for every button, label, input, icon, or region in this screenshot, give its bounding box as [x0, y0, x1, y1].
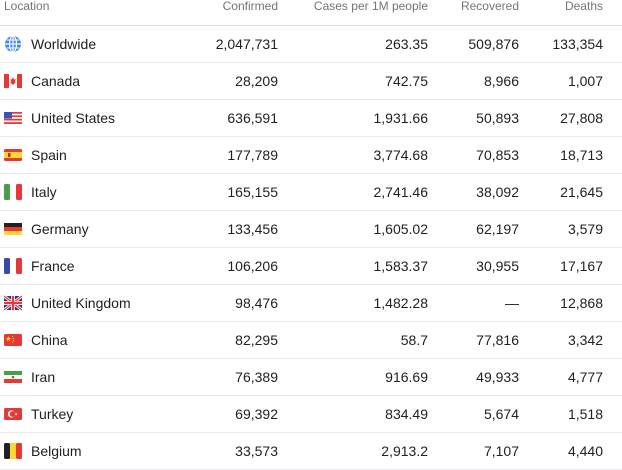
table-row[interactable]: Worldwide 2,047,731 263.35 509,876 133,3… [0, 26, 622, 63]
recovered-value: 70,853 [476, 147, 519, 163]
confirmed-value: 106,206 [227, 258, 278, 274]
cases-per-1m-value: 1,605.02 [373, 221, 429, 237]
deaths-value: 3,579 [567, 221, 603, 237]
location-name: Germany [31, 221, 89, 237]
flag-canada-icon [4, 72, 22, 90]
location-name: France [31, 258, 75, 274]
recovered-value: 50,893 [476, 110, 519, 126]
confirmed-value: 33,573 [235, 443, 278, 459]
deaths-value: 133,354 [552, 36, 603, 52]
deaths-value: 27,808 [560, 110, 603, 126]
recovered-value: — [505, 295, 519, 311]
confirmed-value: 98,476 [235, 295, 278, 311]
flag-france-icon [4, 257, 22, 275]
header-location[interactable]: Location [4, 0, 50, 13]
deaths-value: 1,007 [567, 73, 603, 89]
confirmed-value: 177,789 [227, 147, 278, 163]
table-row[interactable]: Italy 165,155 2,741.46 38,092 21,645 [0, 174, 622, 211]
deaths-value: 3,342 [567, 332, 603, 348]
cases-per-1m-value: 2,741.46 [373, 184, 429, 200]
deaths-value: 18,713 [560, 147, 603, 163]
flag-turkey-icon [4, 405, 22, 423]
table-row[interactable]: Belgium 33,573 2,913.2 7,107 4,440 [0, 433, 622, 470]
recovered-value: 5,674 [483, 406, 519, 422]
flag-belgium-icon [4, 442, 22, 460]
location-name: Worldwide [31, 36, 97, 52]
recovered-value: 38,092 [476, 184, 519, 200]
deaths-value: 4,777 [567, 369, 603, 385]
table-row[interactable]: United Kingdom 98,476 1,482.28 — 12,868 [0, 285, 622, 322]
confirmed-value: 636,591 [227, 110, 278, 126]
flag-united-kingdom-icon [4, 294, 22, 312]
globe-icon [4, 35, 22, 53]
location-name: United Kingdom [31, 295, 131, 311]
header-cases-per-1m[interactable]: Cases per 1M people [313, 0, 428, 13]
deaths-value: 12,868 [560, 295, 603, 311]
location-name: Turkey [31, 406, 74, 422]
cases-per-1m-value: 2,913.2 [381, 443, 428, 459]
confirmed-value: 28,209 [235, 73, 278, 89]
cases-per-1m-value: 1,931.66 [373, 110, 429, 126]
cases-per-1m-value: 58.7 [400, 332, 428, 348]
table-row[interactable]: United States 636,591 1,931.66 50,893 27… [0, 100, 622, 137]
header-recovered[interactable]: Recovered [460, 0, 519, 13]
location-name: Canada [31, 73, 81, 89]
deaths-value: 4,440 [567, 443, 603, 459]
location-name: Italy [31, 184, 57, 200]
confirmed-value: 69,392 [235, 406, 278, 422]
recovered-value: 49,933 [476, 369, 519, 385]
recovered-value: 509,876 [468, 36, 519, 52]
location-name: China [31, 332, 68, 348]
table-row[interactable]: Canada 28,209 742.75 8,966 1,007 [0, 63, 622, 100]
cases-per-1m-value: 916.69 [385, 369, 428, 385]
confirmed-value: 76,389 [235, 369, 278, 385]
table-row[interactable]: China 82,295 58.7 77,816 3,342 [0, 322, 622, 359]
table-row[interactable]: France 106,206 1,583.37 30,955 17,167 [0, 248, 622, 285]
cases-per-1m-value: 1,583.37 [373, 258, 429, 274]
table-header-row: Location Confirmed Cases per 1M people R… [0, 0, 622, 26]
recovered-value: 7,107 [483, 443, 519, 459]
recovered-value: 62,197 [476, 221, 519, 237]
table-row[interactable]: Turkey 69,392 834.49 5,674 1,518 [0, 396, 622, 433]
flag-germany-icon [4, 220, 22, 238]
header-confirmed[interactable]: Confirmed [222, 0, 278, 13]
cases-per-1m-value: 834.49 [385, 406, 428, 422]
location-name: Belgium [31, 443, 82, 459]
location-name: Iran [31, 369, 56, 385]
flag-italy-icon [4, 183, 22, 201]
flag-united-states-icon [4, 109, 22, 127]
location-name: United States [31, 110, 116, 126]
deaths-value: 1,518 [567, 406, 603, 422]
confirmed-value: 2,047,731 [215, 36, 278, 52]
cases-per-1m-value: 3,774.68 [373, 147, 429, 163]
flag-spain-icon [4, 146, 22, 164]
location-name: Spain [31, 147, 67, 163]
table-row[interactable]: Germany 133,456 1,605.02 62,197 3,579 [0, 211, 622, 248]
confirmed-value: 133,456 [227, 221, 278, 237]
table-row[interactable]: Iran 76,389 916.69 49,933 4,777 [0, 359, 622, 396]
cases-per-1m-value: 742.75 [385, 73, 428, 89]
recovered-value: 30,955 [476, 258, 519, 274]
table-row[interactable]: Spain 177,789 3,774.68 70,853 18,713 [0, 137, 622, 174]
flag-iran-icon [4, 368, 22, 386]
deaths-value: 17,167 [560, 258, 603, 274]
confirmed-value: 165,155 [227, 184, 278, 200]
cases-per-1m-value: 263.35 [385, 36, 428, 52]
recovered-value: 8,966 [483, 73, 519, 89]
confirmed-value: 82,295 [235, 332, 278, 348]
recovered-value: 77,816 [476, 332, 519, 348]
deaths-value: 21,645 [560, 184, 603, 200]
header-deaths[interactable]: Deaths [564, 0, 603, 13]
flag-china-icon [4, 331, 22, 349]
cases-per-1m-value: 1,482.28 [373, 295, 429, 311]
